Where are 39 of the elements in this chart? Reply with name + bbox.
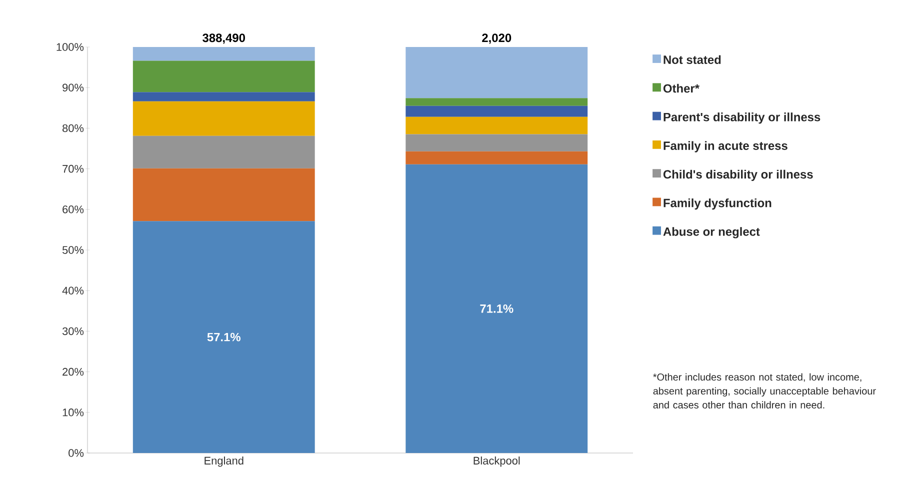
- annotation: 388,490: [202, 34, 245, 44]
- y-tick-label: 0%: [68, 449, 84, 457]
- legend-label: Abuse or neglect: [663, 227, 760, 238]
- legend-label: Not stated: [664, 55, 721, 64]
- bar: [132, 60, 315, 92]
- bar: [132, 101, 315, 136]
- bar: [406, 98, 588, 106]
- bar: [132, 46, 315, 61]
- x-tick-label: Blackpool: [474, 456, 520, 467]
- legend-label: Child's disability or illness: [663, 170, 813, 181]
- y-tick-label: 80%: [62, 124, 84, 132]
- y-tick-label: 100%: [56, 43, 84, 51]
- y-tick-label: 50%: [62, 246, 84, 254]
- y-tick-label: 30%: [62, 327, 84, 336]
- bar: [406, 106, 588, 117]
- y-tick-label: 40%: [62, 286, 84, 294]
- bar: [132, 168, 315, 222]
- bar: [406, 151, 588, 164]
- x-tick-label: England: [204, 456, 244, 467]
- bar: [406, 46, 588, 98]
- annotation: 2,020: [482, 34, 512, 44]
- legend-label: Family dysfunction: [664, 198, 772, 210]
- text: *Other includes reason not stated, low income, absent parenting, socially unacceptable behaviour and cases other than children in need.: [653, 373, 876, 408]
- bar: [406, 134, 588, 152]
- y-tick-label: 70%: [62, 164, 84, 173]
- legend-label: Other*: [663, 84, 700, 93]
- y-tick-label: 90%: [62, 84, 84, 92]
- y-tick-label: 10%: [62, 408, 84, 416]
- bar: [132, 92, 315, 102]
- y-tick-label: 20%: [62, 368, 84, 376]
- legend-label: Family in acute stress: [664, 141, 788, 152]
- data-label: 71.1%: [480, 304, 514, 313]
- bar: [132, 221, 315, 453]
- bar: [406, 164, 588, 453]
- bar: [406, 116, 588, 134]
- legend-label: Parent's disability or illness: [664, 112, 820, 124]
- bar: [132, 136, 315, 168]
- data-label: 57.1%: [207, 332, 241, 342]
- y-tick-label: 60%: [62, 206, 84, 214]
